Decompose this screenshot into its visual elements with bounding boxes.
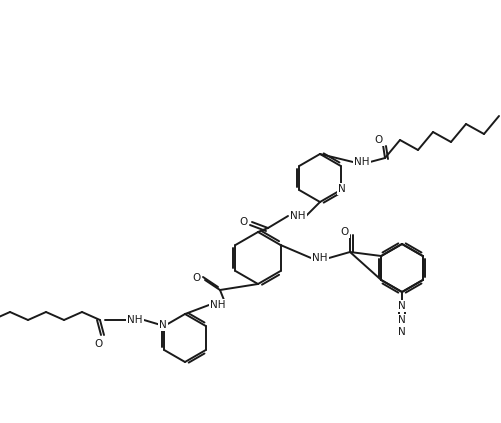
- Text: O: O: [375, 135, 383, 145]
- Text: N: N: [159, 320, 167, 330]
- Text: O: O: [240, 217, 248, 227]
- Text: N: N: [398, 315, 406, 325]
- Text: N: N: [398, 301, 406, 311]
- Text: NH: NH: [290, 211, 306, 221]
- Text: NH: NH: [127, 315, 143, 325]
- Text: O: O: [193, 273, 201, 283]
- Text: O: O: [95, 339, 103, 349]
- Text: NH: NH: [210, 300, 226, 310]
- Text: N: N: [338, 184, 346, 194]
- Text: NH: NH: [312, 253, 328, 263]
- Text: O: O: [341, 227, 349, 237]
- Text: N: N: [398, 327, 406, 337]
- Text: NH: NH: [354, 157, 370, 167]
